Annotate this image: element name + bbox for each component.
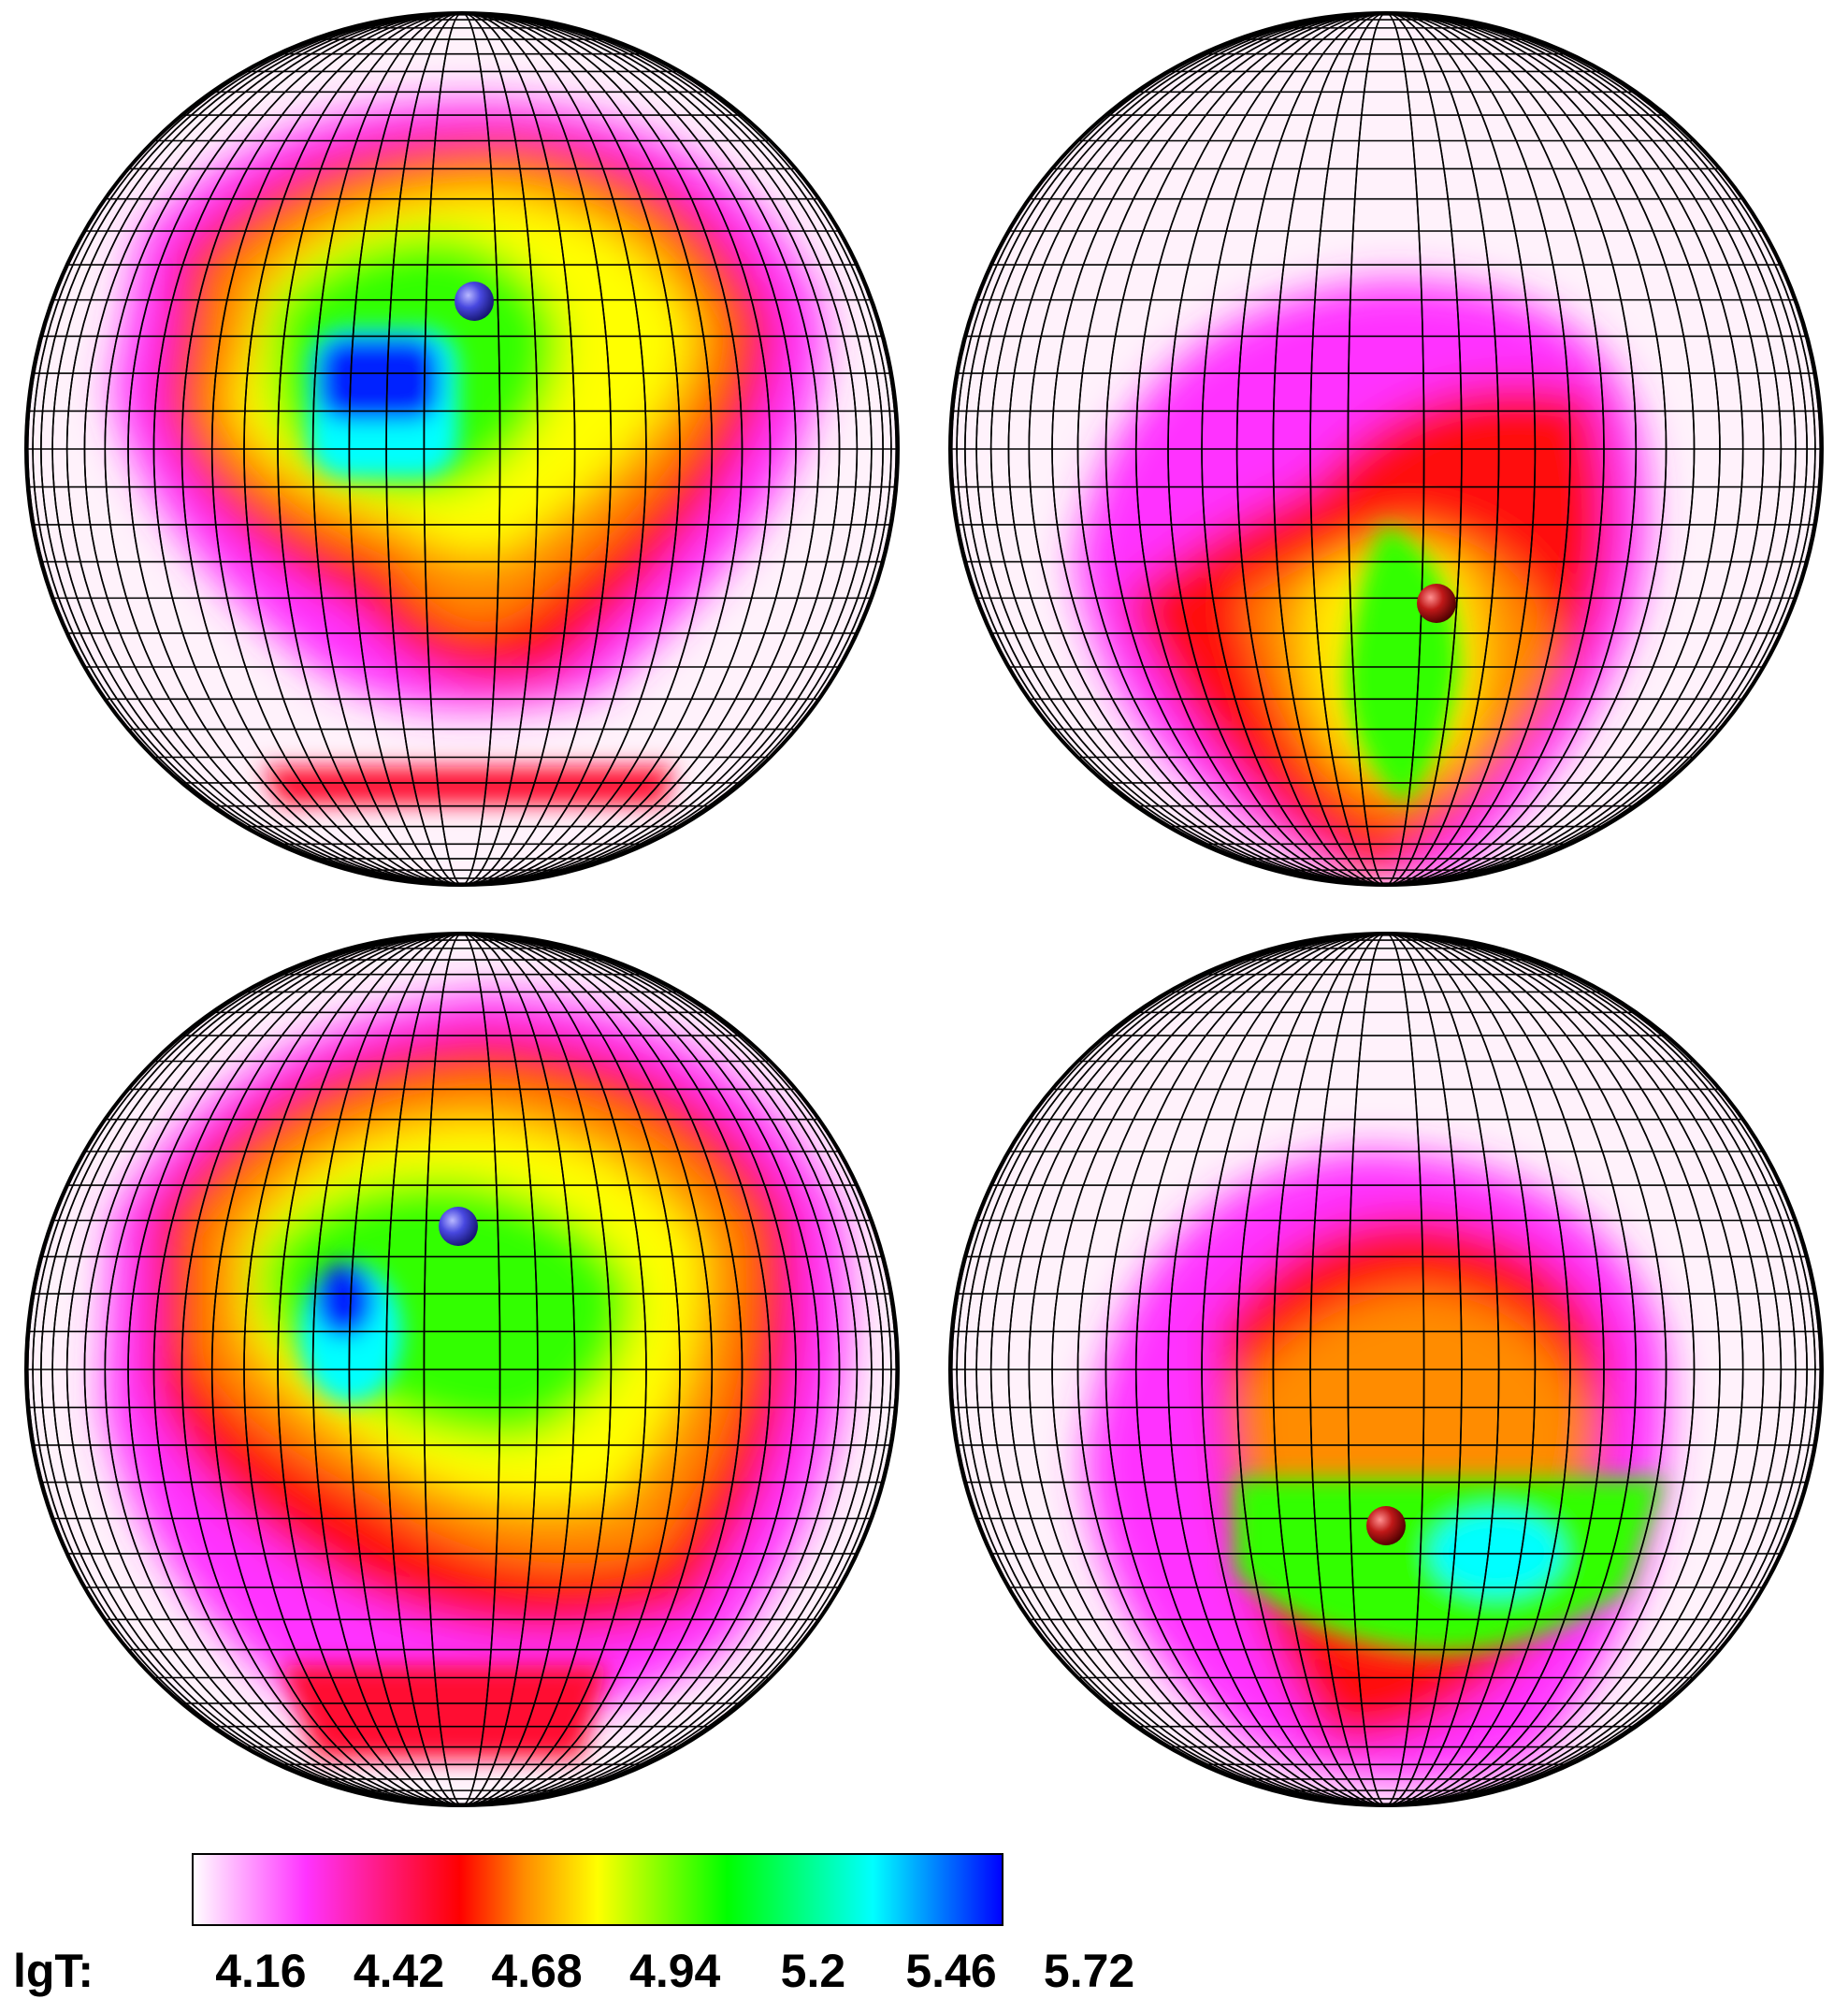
colorbar-tick-label: 5.46 bbox=[905, 1945, 997, 1997]
globe-top-right bbox=[948, 11, 1824, 887]
lat-lon-grid-top-left bbox=[26, 13, 898, 885]
blue-sphere-marker bbox=[439, 1207, 478, 1246]
colorbar-tick-label: 4.68 bbox=[491, 1945, 583, 1997]
red-sphere-marker bbox=[1366, 1506, 1406, 1545]
colorbar-label: lgT: bbox=[13, 1945, 94, 1997]
colorbar-tick-label: 5.72 bbox=[1043, 1945, 1135, 1997]
globe-top-left bbox=[24, 11, 900, 887]
globe-bottom-right bbox=[948, 932, 1824, 1807]
colorbar-tick-label: 4.94 bbox=[629, 1945, 721, 1997]
globe-bottom-left bbox=[24, 932, 900, 1807]
temperature-field-bottom-right bbox=[1085, 1151, 1668, 1783]
temperature-field-top-left bbox=[112, 100, 825, 804]
lat-lon-grid-bottom-left bbox=[26, 934, 898, 1805]
red-sphere-marker bbox=[1417, 584, 1456, 623]
colorbar-tick-label: 4.42 bbox=[353, 1945, 445, 1997]
blue-sphere-marker bbox=[455, 282, 494, 321]
colorbar bbox=[192, 1853, 1003, 1926]
lat-lon-grid-bottom-right bbox=[950, 934, 1822, 1805]
colorbar-tick-label: 5.2 bbox=[780, 1945, 846, 1997]
colorbar-tick-label: 4.16 bbox=[215, 1945, 307, 1997]
